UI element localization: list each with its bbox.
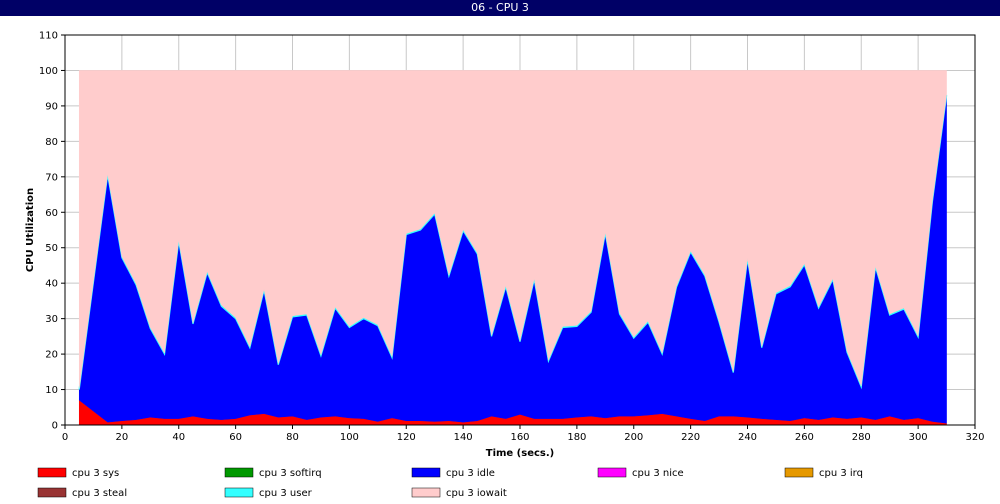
legend-swatch-cpu-3-softirq <box>224 467 254 478</box>
legend: cpu 3 sys cpu 3 softirq cpu 3 idle cpu 3 ni… <box>37 467 863 499</box>
legend-swatch-cpu-3-irq <box>784 467 814 478</box>
legend-swatch-cpu-3-user <box>224 487 254 498</box>
legend-label-cpu-3-user: cpu 3 user <box>259 488 313 499</box>
legend-label-cpu-3-sys: cpu 3 sys <box>72 468 119 479</box>
y-tick-label: 40 <box>45 279 58 290</box>
y-tick-label: 110 <box>39 31 58 42</box>
y-tick-label: 80 <box>45 137 58 148</box>
x-tick-label: 200 <box>624 432 643 443</box>
chart-title: 06 - CPU 3 <box>471 1 529 14</box>
legend-swatch-cpu-3-idle <box>411 467 441 478</box>
x-tick-label: 220 <box>681 432 700 443</box>
legend-swatch-cpu-3-steal <box>37 487 67 498</box>
x-tick-label: 120 <box>397 432 416 443</box>
y-axis-label: CPU Utilization <box>25 188 36 272</box>
cpu-utilization-chart: 0 20 40 60 80 100 120 140 160 180 200 220 240 260 280 3… <box>25 31 985 500</box>
x-tick-label: 140 <box>454 432 473 443</box>
y-axis-ticks: 0 10 20 30 40 50 60 70 80 90 100 110 <box>39 31 65 432</box>
y-tick-label: 90 <box>45 101 58 112</box>
x-tick-label: 320 <box>965 432 984 443</box>
y-tick-label: 70 <box>45 172 58 183</box>
stacked-areas <box>78 70 948 426</box>
x-axis-label: Time (secs.) <box>486 448 555 459</box>
x-axis-ticks: 0 20 40 60 80 100 120 140 160 180 200 220 240 260 280 3… <box>62 425 985 443</box>
legend-label-cpu-3-steal: cpu 3 steal <box>72 488 127 499</box>
x-tick-label: 80 <box>286 432 299 443</box>
legend-swatch-cpu-3-sys <box>37 467 67 478</box>
x-tick-label: 40 <box>172 432 185 443</box>
area-cpu-3-iowait <box>78 70 947 389</box>
x-tick-label: 100 <box>340 432 359 443</box>
x-tick-label: 20 <box>116 432 129 443</box>
x-tick-label: 180 <box>567 432 586 443</box>
legend-swatch-cpu-3-nice <box>597 467 627 478</box>
y-tick-label: 0 <box>52 421 58 432</box>
y-tick-label: 60 <box>45 208 58 219</box>
x-tick-label: 160 <box>510 432 529 443</box>
legend-label-cpu-3-nice: cpu 3 nice <box>632 468 684 479</box>
legend-label-cpu-3-softirq: cpu 3 softirq <box>259 468 322 479</box>
y-tick-label: 30 <box>45 314 58 325</box>
y-tick-label: 20 <box>45 350 58 361</box>
y-tick-label: 10 <box>45 385 58 396</box>
y-tick-label: 100 <box>39 66 58 77</box>
chart-title-bar: 06 - CPU 3 <box>0 0 1000 16</box>
legend-label-cpu-3-iowait: cpu 3 iowait <box>446 488 507 499</box>
x-tick-label: 280 <box>852 432 871 443</box>
x-tick-label: 260 <box>795 432 814 443</box>
legend-label-cpu-3-irq: cpu 3 irq <box>819 468 863 479</box>
x-tick-label: 240 <box>738 432 757 443</box>
y-tick-label: 50 <box>45 243 58 254</box>
x-tick-label: 60 <box>229 432 242 443</box>
x-tick-label: 300 <box>909 432 928 443</box>
x-tick-label: 0 <box>62 432 68 443</box>
legend-swatch-cpu-3-iowait <box>411 487 441 498</box>
legend-label-cpu-3-idle: cpu 3 idle <box>446 468 495 479</box>
